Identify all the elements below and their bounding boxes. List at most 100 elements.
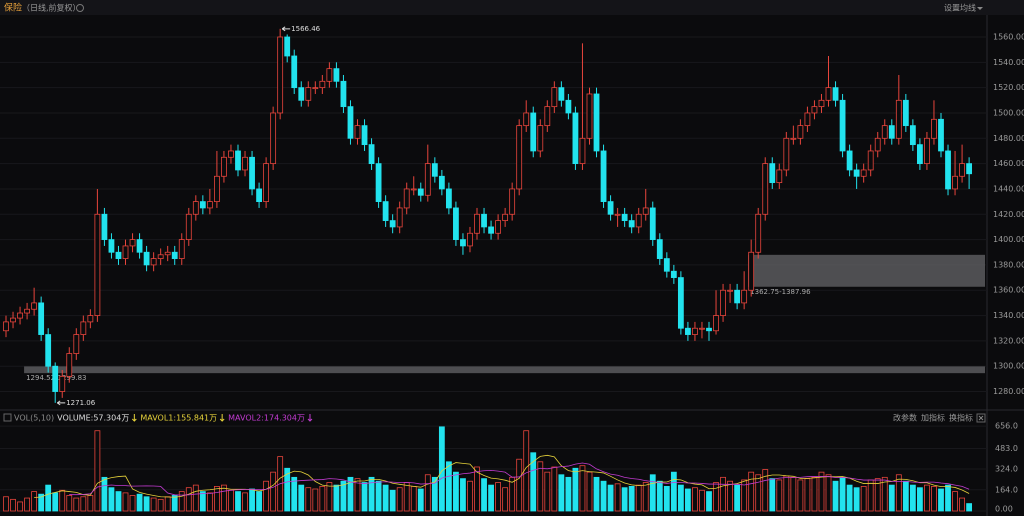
volume-bar xyxy=(389,489,396,512)
candle-body xyxy=(874,137,881,152)
candle-body xyxy=(382,201,389,221)
extreme-label: 1271.06 xyxy=(66,399,95,407)
volume-bar xyxy=(298,484,305,512)
y-tick-label: 1400.00 xyxy=(993,235,1024,244)
candle-body xyxy=(776,169,783,184)
candle-body xyxy=(720,289,726,316)
volume-bar xyxy=(171,495,178,512)
candle-body xyxy=(804,112,811,127)
volume-bar xyxy=(347,476,354,512)
volume-bar xyxy=(931,486,937,512)
candle-body xyxy=(438,175,445,190)
candle-body xyxy=(663,258,670,272)
candle-body xyxy=(185,213,192,240)
volume-bar xyxy=(256,491,262,512)
gap-band xyxy=(748,254,985,287)
candle-body xyxy=(495,220,502,234)
candle-body xyxy=(692,327,698,335)
candle-body xyxy=(213,175,220,203)
panel-button[interactable]: 改参数 xyxy=(893,413,917,423)
candle-body xyxy=(178,239,185,259)
volume-bar xyxy=(811,476,818,512)
candle-body xyxy=(860,169,867,177)
volume-bar xyxy=(537,461,544,512)
subtitle: （日线,前复权） xyxy=(22,3,81,13)
candle-body xyxy=(263,163,270,203)
y-tick-label: 1380.00 xyxy=(993,260,1024,269)
volume-bar xyxy=(263,480,270,512)
mavol-line xyxy=(69,462,970,496)
down-arrow xyxy=(131,414,137,422)
volume-bar xyxy=(853,487,860,512)
volume-bar xyxy=(270,471,277,512)
volume-bar xyxy=(706,491,712,512)
panel-button[interactable]: 换指标 xyxy=(949,413,973,423)
collapse-box[interactable] xyxy=(3,413,12,422)
volume-bar xyxy=(368,476,375,512)
candle-body xyxy=(502,213,509,221)
candle-body xyxy=(24,308,30,314)
volume-bar xyxy=(185,487,192,512)
volume-bar xyxy=(150,497,157,512)
volume-bar xyxy=(663,486,670,512)
volume-bar xyxy=(291,476,298,512)
candle-body xyxy=(101,213,108,240)
volume-bar xyxy=(87,495,94,512)
volume-bar xyxy=(734,484,741,512)
candle-body xyxy=(333,68,340,82)
settings-icon[interactable] xyxy=(76,4,84,12)
candle-body xyxy=(607,201,614,215)
volume-bar xyxy=(959,497,965,512)
volume-bar xyxy=(108,487,115,512)
ma-button[interactable]: 设置均线 xyxy=(944,3,976,13)
candle-body xyxy=(888,125,895,139)
volume-bar xyxy=(249,488,255,512)
candle-body xyxy=(952,175,958,190)
volume-bar xyxy=(206,492,213,512)
candle-body xyxy=(917,144,923,165)
candle-body xyxy=(881,125,888,139)
candle-body xyxy=(375,163,382,203)
candle-body xyxy=(832,87,839,101)
candle-body xyxy=(368,144,375,165)
candle-body xyxy=(10,317,16,323)
volume-bar xyxy=(396,487,403,512)
volume-bar xyxy=(38,493,45,512)
volume-bar xyxy=(516,458,523,512)
close-box[interactable] xyxy=(976,413,986,423)
candle-body xyxy=(755,213,762,253)
candle-body xyxy=(94,213,101,316)
candle-body xyxy=(235,150,241,171)
volume-bar xyxy=(129,495,136,512)
candle-body xyxy=(734,289,741,304)
volume-bar xyxy=(115,491,122,512)
volume-bar xyxy=(326,482,333,512)
candle-body xyxy=(340,80,347,108)
candle-body xyxy=(867,150,874,171)
volume-bar xyxy=(558,474,565,512)
volume-bar xyxy=(31,491,38,512)
panel-button[interactable]: 加指标 xyxy=(921,413,945,423)
volume-bar xyxy=(445,461,452,512)
volume-bar xyxy=(966,503,973,512)
candle-body xyxy=(523,112,530,127)
candle-body xyxy=(199,201,206,209)
volume-bar xyxy=(607,484,614,512)
volume-bar xyxy=(199,491,206,512)
candle-body xyxy=(839,99,846,152)
volume-bar xyxy=(3,496,9,512)
candle-body xyxy=(270,112,277,165)
volume-bar xyxy=(642,482,649,512)
candle-body xyxy=(677,277,684,329)
candle-body xyxy=(66,353,73,377)
candle-body xyxy=(516,125,523,190)
candle-body xyxy=(396,207,403,228)
candle-body xyxy=(783,137,790,171)
volume-bar xyxy=(720,476,726,512)
candle-body xyxy=(488,226,494,234)
volume-bar xyxy=(699,489,705,512)
candle-body xyxy=(727,289,733,292)
volume-bar xyxy=(586,471,593,512)
volume-bar xyxy=(804,478,811,512)
candle-body xyxy=(537,125,544,152)
